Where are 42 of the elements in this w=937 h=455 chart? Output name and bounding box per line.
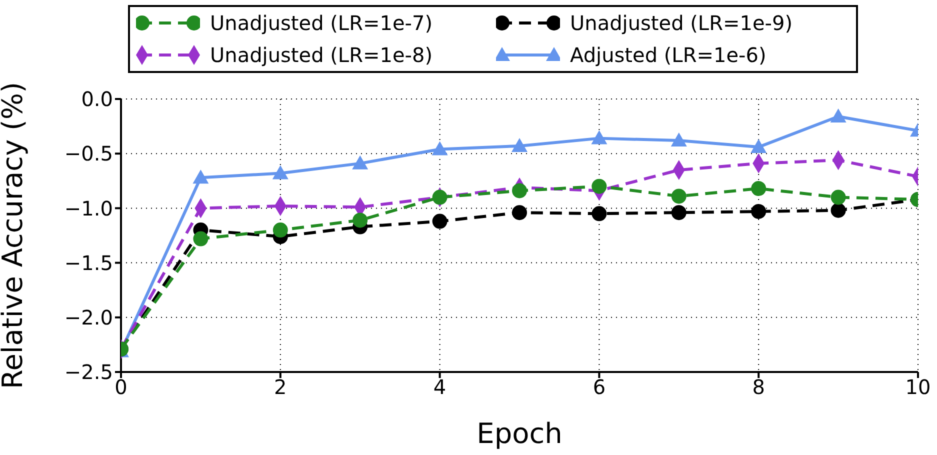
point — [272, 165, 288, 180]
y-tick-label: −1.0 — [64, 196, 113, 220]
point — [352, 155, 368, 170]
point — [670, 132, 687, 146]
x-tick-label: 4 — [433, 375, 446, 400]
x-tick-label: 10 — [905, 375, 931, 400]
legend-label: Unadjusted (LR=1e-8) — [210, 43, 432, 67]
x-axis-title: Epoch — [476, 417, 562, 450]
legend-label: Unadjusted (LR=1e-7) — [210, 11, 432, 35]
x-tick-label: 6 — [592, 375, 606, 400]
point — [592, 178, 607, 194]
point — [830, 190, 846, 205]
y-tick-label: −2.5 — [64, 360, 113, 384]
point — [192, 170, 209, 184]
point — [272, 222, 288, 238]
y-axis-title: Relative Accuracy (%) — [0, 82, 29, 390]
point — [352, 212, 368, 228]
point — [751, 204, 766, 219]
y-tick-label: −2.0 — [64, 306, 113, 330]
x-tick-label: 0 — [114, 375, 128, 400]
point — [591, 130, 608, 144]
x-tick-label: 2 — [274, 375, 287, 400]
point — [830, 108, 846, 122]
point — [512, 183, 527, 198]
point — [750, 139, 767, 154]
point — [432, 214, 448, 229]
point — [432, 141, 448, 156]
point — [592, 206, 607, 222]
point — [751, 181, 766, 196]
point — [671, 188, 686, 204]
x-tick-label: 8 — [752, 375, 765, 400]
point — [830, 202, 846, 218]
point — [512, 138, 528, 152]
legend-label: Unadjusted (LR=1e-9) — [570, 11, 792, 35]
y-tick-label: −0.5 — [64, 142, 113, 166]
point — [512, 205, 527, 220]
y-tick-label: −1.5 — [64, 250, 113, 275]
point — [193, 231, 208, 246]
legend-label: Adjusted (LR=1e-6) — [570, 43, 766, 67]
y-tick-label: 0.0 — [81, 87, 113, 112]
point — [671, 205, 686, 220]
point — [432, 190, 448, 205]
